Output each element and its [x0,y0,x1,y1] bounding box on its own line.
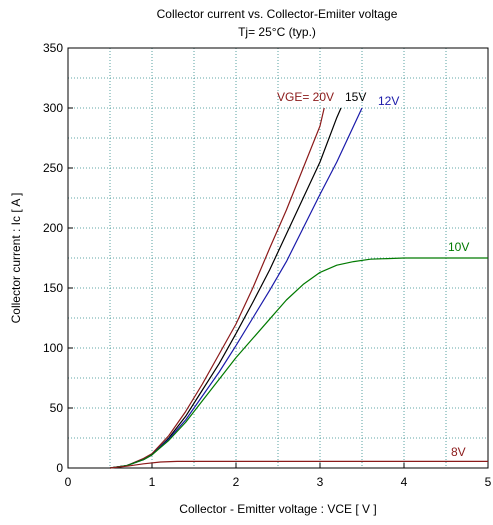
x-tick-label: 5 [485,475,492,489]
series-labels: VGE= 20V 15V 12V 10V 8V [277,90,469,459]
y-axis-label: Collector current : Ic [ A ] [9,193,23,324]
x-tick-label: 0 [65,475,72,489]
y-tick-label: 0 [56,461,63,475]
chart-subtitle: Tj= 25°C (typ.) [238,25,316,39]
series-line [109,107,342,469]
x-tick-label: 3 [317,475,324,489]
x-tick-label: 1 [149,475,156,489]
y-tick-label: 50 [50,401,64,415]
y-tick-label: 150 [43,281,63,295]
y-tick-label: 200 [43,221,63,235]
series-line [109,460,488,469]
y-tick-label: 350 [43,41,63,55]
x-tick-label: 2 [233,475,240,489]
series-label: VGE= 20V [277,90,334,104]
y-tick-label: 250 [43,161,63,175]
x-axis-label: Collector - Emitter voltage : VCE [ V ] [179,502,376,516]
y-tick-label: 100 [43,341,63,355]
series-line [109,107,325,469]
chart-title: Collector current vs. Collector-Emiiter … [157,7,398,21]
y-tick-label: 300 [43,101,63,115]
series-line [109,257,488,469]
series-label: 8V [451,445,466,459]
series-label: 15V [345,90,366,104]
series-lines [109,107,488,469]
series-label: 10V [448,240,469,254]
x-tick-label: 4 [401,475,408,489]
series-label: 12V [378,94,399,108]
